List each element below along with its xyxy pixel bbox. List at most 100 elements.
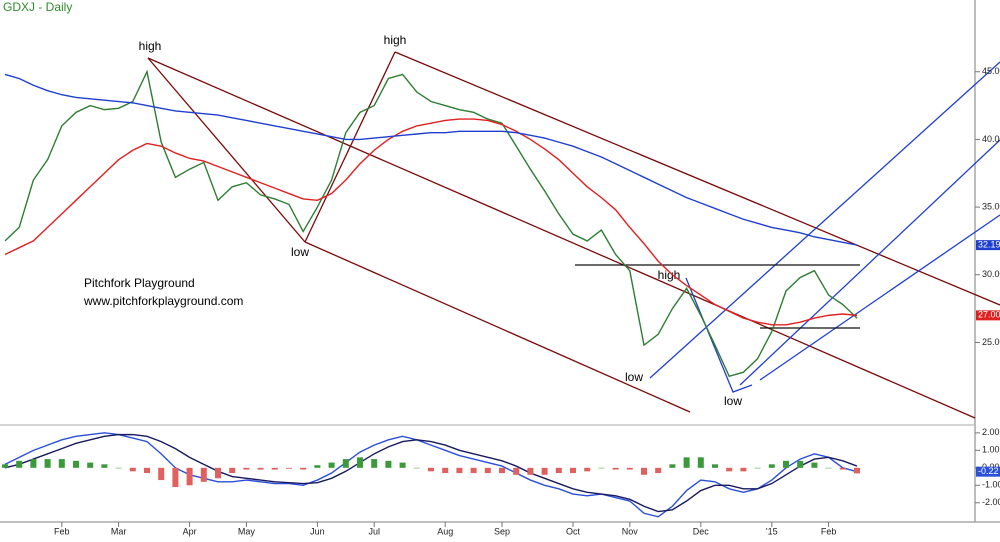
histogram-bar xyxy=(797,460,804,468)
histogram-bar xyxy=(172,467,179,488)
x-tick-label: May xyxy=(238,526,256,536)
last-value-label: -0.22 xyxy=(978,466,999,476)
annotation: low xyxy=(625,370,643,384)
histogram-bar xyxy=(442,467,449,474)
histogram-bar xyxy=(58,459,65,468)
last-value-box xyxy=(976,310,1000,321)
annotation: high xyxy=(658,268,681,282)
x-tick-label: Jun xyxy=(310,526,325,536)
series-line xyxy=(4,433,858,513)
pitchfork-median xyxy=(147,57,976,419)
y-tick-label: 30.00 xyxy=(982,269,1000,279)
histogram-bar xyxy=(229,467,236,474)
histogram-bar xyxy=(683,457,690,468)
histogram-bar xyxy=(541,467,548,475)
histogram-bar xyxy=(484,467,491,474)
histogram-bar xyxy=(243,467,250,470)
histogram-bar xyxy=(271,467,278,470)
histogram-bar xyxy=(712,464,718,468)
y-tick-label: 1.00 xyxy=(982,445,1000,455)
histogram-bar xyxy=(570,467,576,474)
series-line xyxy=(4,432,858,518)
pitchfork-handle xyxy=(147,57,306,243)
histogram-bar xyxy=(527,467,534,475)
histogram-bar xyxy=(129,467,136,472)
histogram-bar xyxy=(87,462,94,468)
annotation: low xyxy=(291,245,309,259)
pitchfork-lower xyxy=(759,214,1000,381)
x-tick-label: Dec xyxy=(693,526,710,536)
last-value-label: 27.00 xyxy=(978,310,1000,320)
pitchfork-upper xyxy=(649,61,1000,379)
x-tick-label: Jul xyxy=(368,526,380,536)
histogram-bar xyxy=(200,467,207,482)
series-line xyxy=(4,69,858,378)
pitchfork-upper xyxy=(394,51,1000,306)
y-tick-label: 45.00 xyxy=(982,66,1000,76)
histogram-bar xyxy=(584,467,591,472)
last-value-box xyxy=(976,240,1000,251)
x-tick-label: Mar xyxy=(111,526,127,536)
x-tick-label: Feb xyxy=(821,526,837,536)
histogram-bar xyxy=(30,459,37,468)
annotation: low xyxy=(724,394,742,408)
histogram-bar xyxy=(158,467,165,481)
pitchfork-median xyxy=(739,139,1000,386)
histogram-bar xyxy=(300,467,307,470)
histogram-bar xyxy=(783,460,789,468)
histogram-bar xyxy=(768,464,775,468)
x-tick-label: Nov xyxy=(622,526,639,536)
series-line xyxy=(4,73,858,246)
x-tick-label: Sep xyxy=(494,526,510,536)
y-tick-label: 40.00 xyxy=(982,134,1000,144)
pitchfork-lower xyxy=(304,241,691,413)
histogram-bar xyxy=(328,462,335,468)
histogram-bar xyxy=(16,460,23,468)
histogram-bar xyxy=(811,462,818,468)
histogram-bar xyxy=(470,467,477,474)
histogram-bar xyxy=(598,467,605,469)
annotation: high xyxy=(139,39,162,53)
x-tick-label: Apr xyxy=(183,526,197,536)
histogram-bar xyxy=(44,459,51,468)
histogram-bar xyxy=(342,459,349,468)
histogram-bar xyxy=(740,467,747,472)
histogram-bar xyxy=(854,467,860,474)
series-line xyxy=(4,118,858,326)
histogram-bar xyxy=(456,467,463,474)
y-tick-label: -1.00 xyxy=(982,480,1000,490)
y-tick-label: -2.00 xyxy=(982,497,1000,507)
histogram-bar xyxy=(286,467,292,469)
histogram-bar xyxy=(726,467,733,472)
histogram-bar xyxy=(655,467,662,474)
note: www.pitchforkplayground.com xyxy=(83,294,243,308)
histogram-bar xyxy=(73,460,79,468)
y-tick-label: 25.00 xyxy=(982,337,1000,347)
x-tick-label: Feb xyxy=(54,526,70,536)
histogram-bar xyxy=(399,462,406,468)
histogram-bar xyxy=(115,467,122,469)
histogram-bar xyxy=(314,465,321,468)
note: Pitchfork Playground xyxy=(84,276,195,290)
histogram-bar xyxy=(371,459,378,468)
chart-title: GDXJ - Daily xyxy=(3,0,72,14)
histogram-bar xyxy=(428,467,434,472)
histogram-bar xyxy=(697,457,704,468)
histogram-bar xyxy=(839,467,846,470)
histogram-bar xyxy=(626,467,633,470)
pitchfork-handle xyxy=(304,51,396,243)
histogram-bar xyxy=(385,460,392,468)
y-tick-label: 2.00 xyxy=(982,427,1000,437)
annotation: high xyxy=(384,33,407,47)
histogram-bar xyxy=(612,467,619,470)
last-value-box xyxy=(976,466,1000,477)
histogram-bar xyxy=(513,467,520,475)
x-tick-label: Aug xyxy=(437,526,453,536)
x-tick-label: Oct xyxy=(566,526,581,536)
histogram-bar xyxy=(499,467,505,474)
histogram-bar xyxy=(357,457,363,468)
x-tick-label: '15 xyxy=(766,526,778,536)
histogram-bar xyxy=(257,467,264,470)
